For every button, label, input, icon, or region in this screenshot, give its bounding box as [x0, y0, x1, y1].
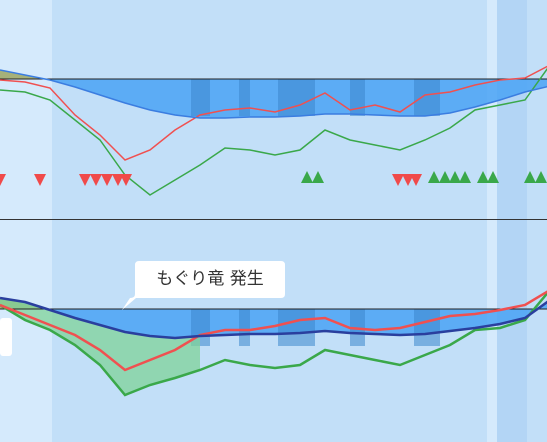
bottom-panel [0, 290, 547, 397]
green-fill [0, 298, 200, 395]
series-line [0, 69, 547, 119]
annotation: もぐり竜 発生 [156, 269, 263, 289]
dark-stripe [350, 79, 365, 116]
up-marker [449, 171, 461, 183]
dark-stripe [414, 309, 440, 346]
down-marker [79, 174, 91, 186]
dark-stripe [414, 79, 440, 116]
series-line [0, 290, 547, 372]
down-marker [0, 174, 6, 186]
up-marker [428, 171, 440, 183]
dark-stripe [191, 79, 210, 116]
top-panel [0, 65, 547, 196]
down-marker [410, 174, 422, 186]
up-marker [487, 171, 499, 183]
up-marker [312, 171, 324, 183]
series-line [0, 67, 547, 196]
down-marker [101, 174, 113, 186]
up-marker [535, 171, 547, 183]
dark-stripe [278, 309, 315, 346]
down-marker [402, 174, 414, 186]
band [497, 0, 527, 442]
area-fill [0, 298, 547, 338]
band [487, 0, 497, 442]
up-marker [524, 171, 536, 183]
down-marker [90, 174, 102, 186]
down-marker [392, 174, 404, 186]
up-marker [459, 171, 471, 183]
dark-stripe [239, 309, 250, 346]
left-band [0, 0, 52, 442]
up-marker [477, 171, 489, 183]
up-marker [301, 171, 313, 183]
series-line [0, 65, 547, 161]
up-marker [439, 171, 451, 183]
series-line [0, 296, 547, 340]
annotation-box [122, 261, 285, 310]
down-marker [120, 174, 132, 186]
dark-stripe [278, 79, 315, 116]
series-line [0, 291, 547, 397]
dark-stripe [239, 79, 250, 116]
down-marker [112, 174, 124, 186]
side-box [0, 318, 12, 356]
down-marker [34, 174, 46, 186]
